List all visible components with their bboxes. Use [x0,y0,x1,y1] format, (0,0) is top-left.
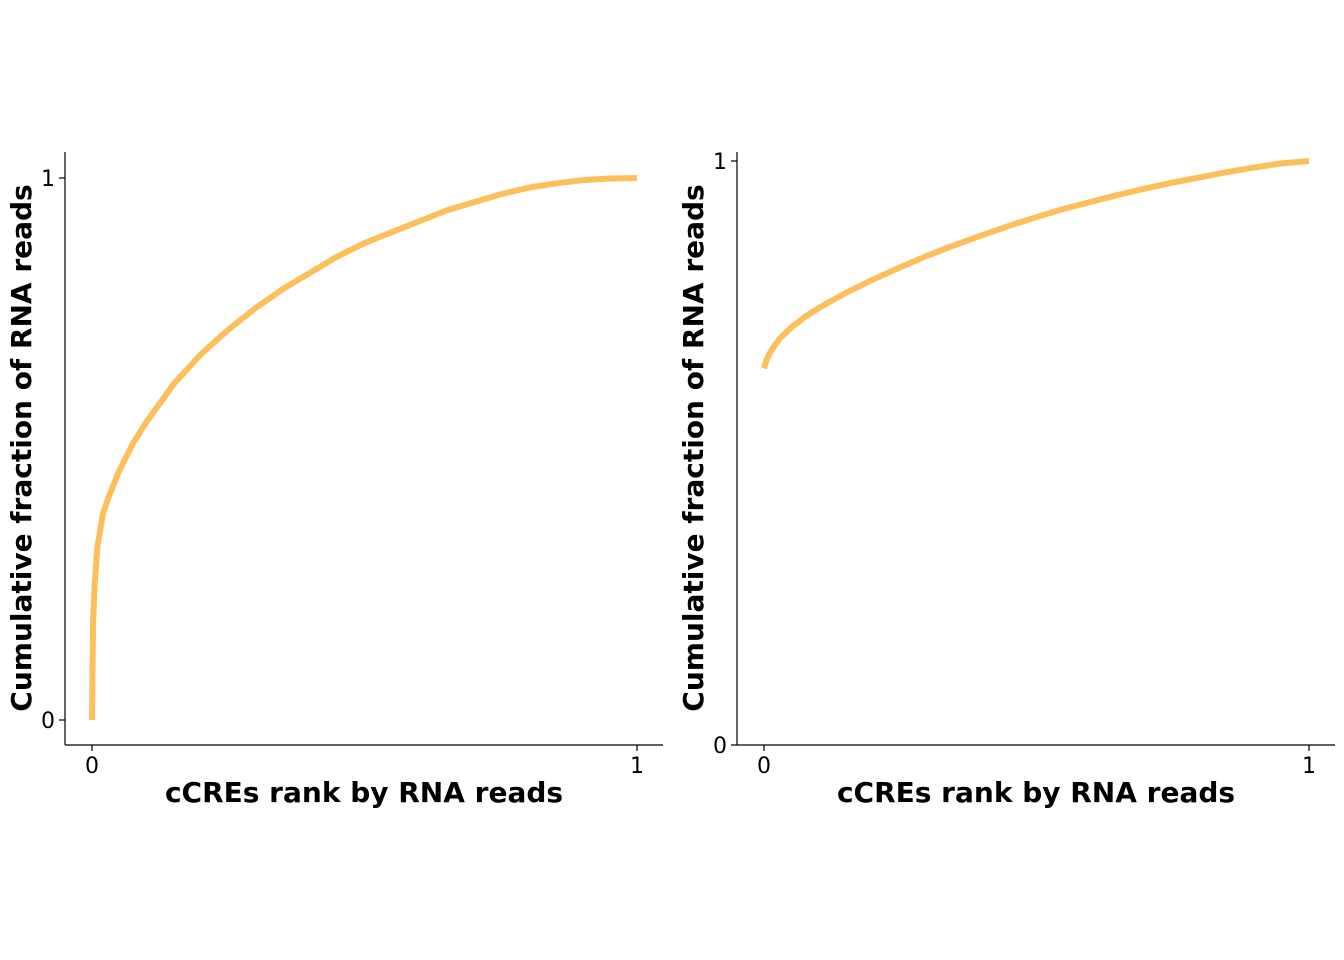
right-y-tick-label-1: 1 [713,150,727,175]
right-chart-panel: 0 1 0 1 cCREs rank by RNA reads Cumulative … [677,150,1335,809]
left-ticks: 0 1 0 1 [41,167,644,779]
right-x-axis-label: cCREs rank by RNA reads [837,776,1235,809]
right-cumulative-curve [761,158,1310,370]
left-y-tick-label-0: 0 [41,709,55,734]
left-x-axis-label: cCREs rank by RNA reads [165,776,563,809]
left-x-tick-label-0: 0 [85,754,99,779]
right-x-tick-label-0: 0 [757,754,771,779]
right-y-tick-label-0: 0 [713,734,727,759]
left-y-axis-label: Cumulative fraction of RNA reads [5,184,38,711]
right-ticks: 0 1 0 1 [713,150,1316,779]
right-x-tick-label-1: 1 [1302,754,1316,779]
left-x-tick-label-1: 1 [630,754,644,779]
right-y-axis-label: Cumulative fraction of RNA reads [677,184,710,711]
left-chart-panel: 0 1 0 1 cCREs rank by RNA reads Cumulative … [5,152,663,809]
left-cumulative-curve [89,175,638,721]
left-y-tick-label-1: 1 [41,167,55,192]
